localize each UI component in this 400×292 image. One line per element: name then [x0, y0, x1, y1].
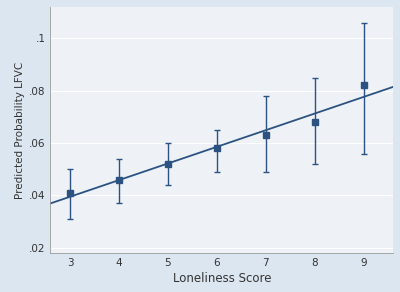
X-axis label: Loneliness Score: Loneliness Score: [172, 272, 271, 285]
Y-axis label: Predicted Probability LFVC: Predicted Probability LFVC: [15, 61, 25, 199]
